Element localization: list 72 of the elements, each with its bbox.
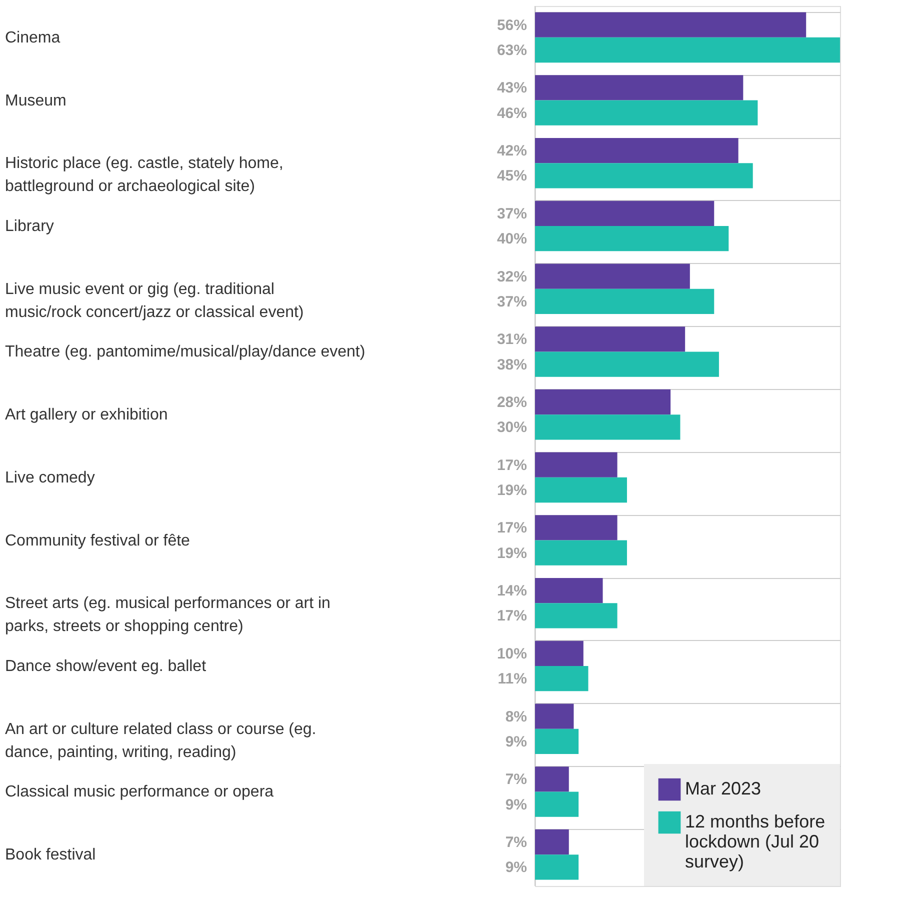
bar — [535, 264, 690, 289]
data-label: 46% — [496, 104, 527, 122]
data-label: 7% — [505, 771, 527, 788]
data-label: 45% — [496, 168, 527, 185]
bar — [535, 75, 744, 100]
y-tick-label: Theatre (eg. pantomime/musical/play/dance event) — [5, 344, 366, 361]
bar — [535, 540, 627, 566]
data-label: 14% — [496, 582, 527, 600]
data-label: 42% — [496, 142, 527, 160]
legend-label: Mar 2023 — [685, 778, 762, 798]
data-label: 56% — [496, 16, 527, 34]
bar — [535, 100, 758, 126]
data-label: 31% — [496, 331, 527, 348]
data-label: 19% — [496, 544, 527, 562]
legend-label: 12 months before lockdown (Jul 20 survey) — [685, 812, 826, 872]
bar — [535, 37, 840, 63]
bar — [535, 163, 753, 188]
data-label: 38% — [496, 356, 527, 374]
y-tick-label: Museum — [5, 92, 66, 110]
data-label: 40% — [496, 230, 527, 248]
bar — [535, 477, 627, 503]
bar — [535, 666, 588, 692]
data-label: 28% — [496, 394, 527, 411]
bar — [535, 138, 738, 164]
bar — [535, 515, 618, 540]
data-label: 17% — [496, 608, 527, 625]
data-label: 17% — [496, 520, 527, 537]
y-tick-label: Street arts (eg. musical performances or art in parks, streets or shopping centre) — [5, 595, 330, 636]
bar — [535, 640, 584, 666]
bar — [535, 792, 579, 817]
bar — [535, 766, 569, 792]
data-label: 9% — [505, 796, 527, 814]
data-label: 9% — [505, 733, 527, 750]
bar — [535, 326, 686, 352]
bar — [535, 352, 719, 377]
data-label: 43% — [496, 80, 527, 97]
data-label: 17% — [496, 456, 527, 474]
bar — [535, 603, 618, 628]
y-tick-label: Dance show/event eg. ballet — [5, 658, 207, 675]
data-label: 11% — [498, 670, 527, 688]
data-label: 10% — [496, 645, 527, 662]
y-tick-label: Library — [5, 218, 54, 235]
y-tick-label: Community festival or fête — [5, 532, 190, 550]
data-label: 7% — [505, 834, 527, 851]
data-label: 8% — [505, 708, 527, 726]
bar — [535, 829, 569, 855]
y-tick-label: Book festival — [5, 846, 96, 864]
y-tick-label: Classical music performance or opera — [5, 784, 274, 801]
bar — [535, 704, 574, 729]
bar — [535, 389, 671, 415]
data-label: 63% — [496, 42, 527, 59]
bar — [535, 854, 579, 880]
y-tick-label: Live music event or gig (eg. traditional music/rock concert/jazz or classical event) — [5, 280, 304, 321]
data-label: 30% — [496, 419, 527, 436]
bar — [535, 226, 729, 252]
y-tick-label: Art gallery or exhibition — [5, 406, 168, 424]
bar — [535, 288, 714, 314]
data-label: 19% — [496, 482, 527, 499]
data-label: 9% — [505, 859, 527, 876]
bar — [535, 452, 618, 478]
bar — [535, 728, 579, 754]
y-tick-label: Live comedy — [5, 469, 95, 486]
y-tick-label: Cinema — [5, 29, 60, 46]
y-tick-label: Historic place (eg. castle, stately home, battleground or archaeological site) — [5, 155, 284, 196]
bar — [535, 578, 603, 604]
bar — [535, 414, 680, 440]
data-label: 37% — [496, 293, 527, 310]
bar — [535, 200, 714, 226]
bar — [535, 12, 806, 38]
data-label: 32% — [496, 268, 527, 286]
data-label: 37% — [496, 205, 527, 222]
y-tick-label: An art or culture related class or course (eg. dance, painting, writing, reading) — [5, 720, 316, 761]
